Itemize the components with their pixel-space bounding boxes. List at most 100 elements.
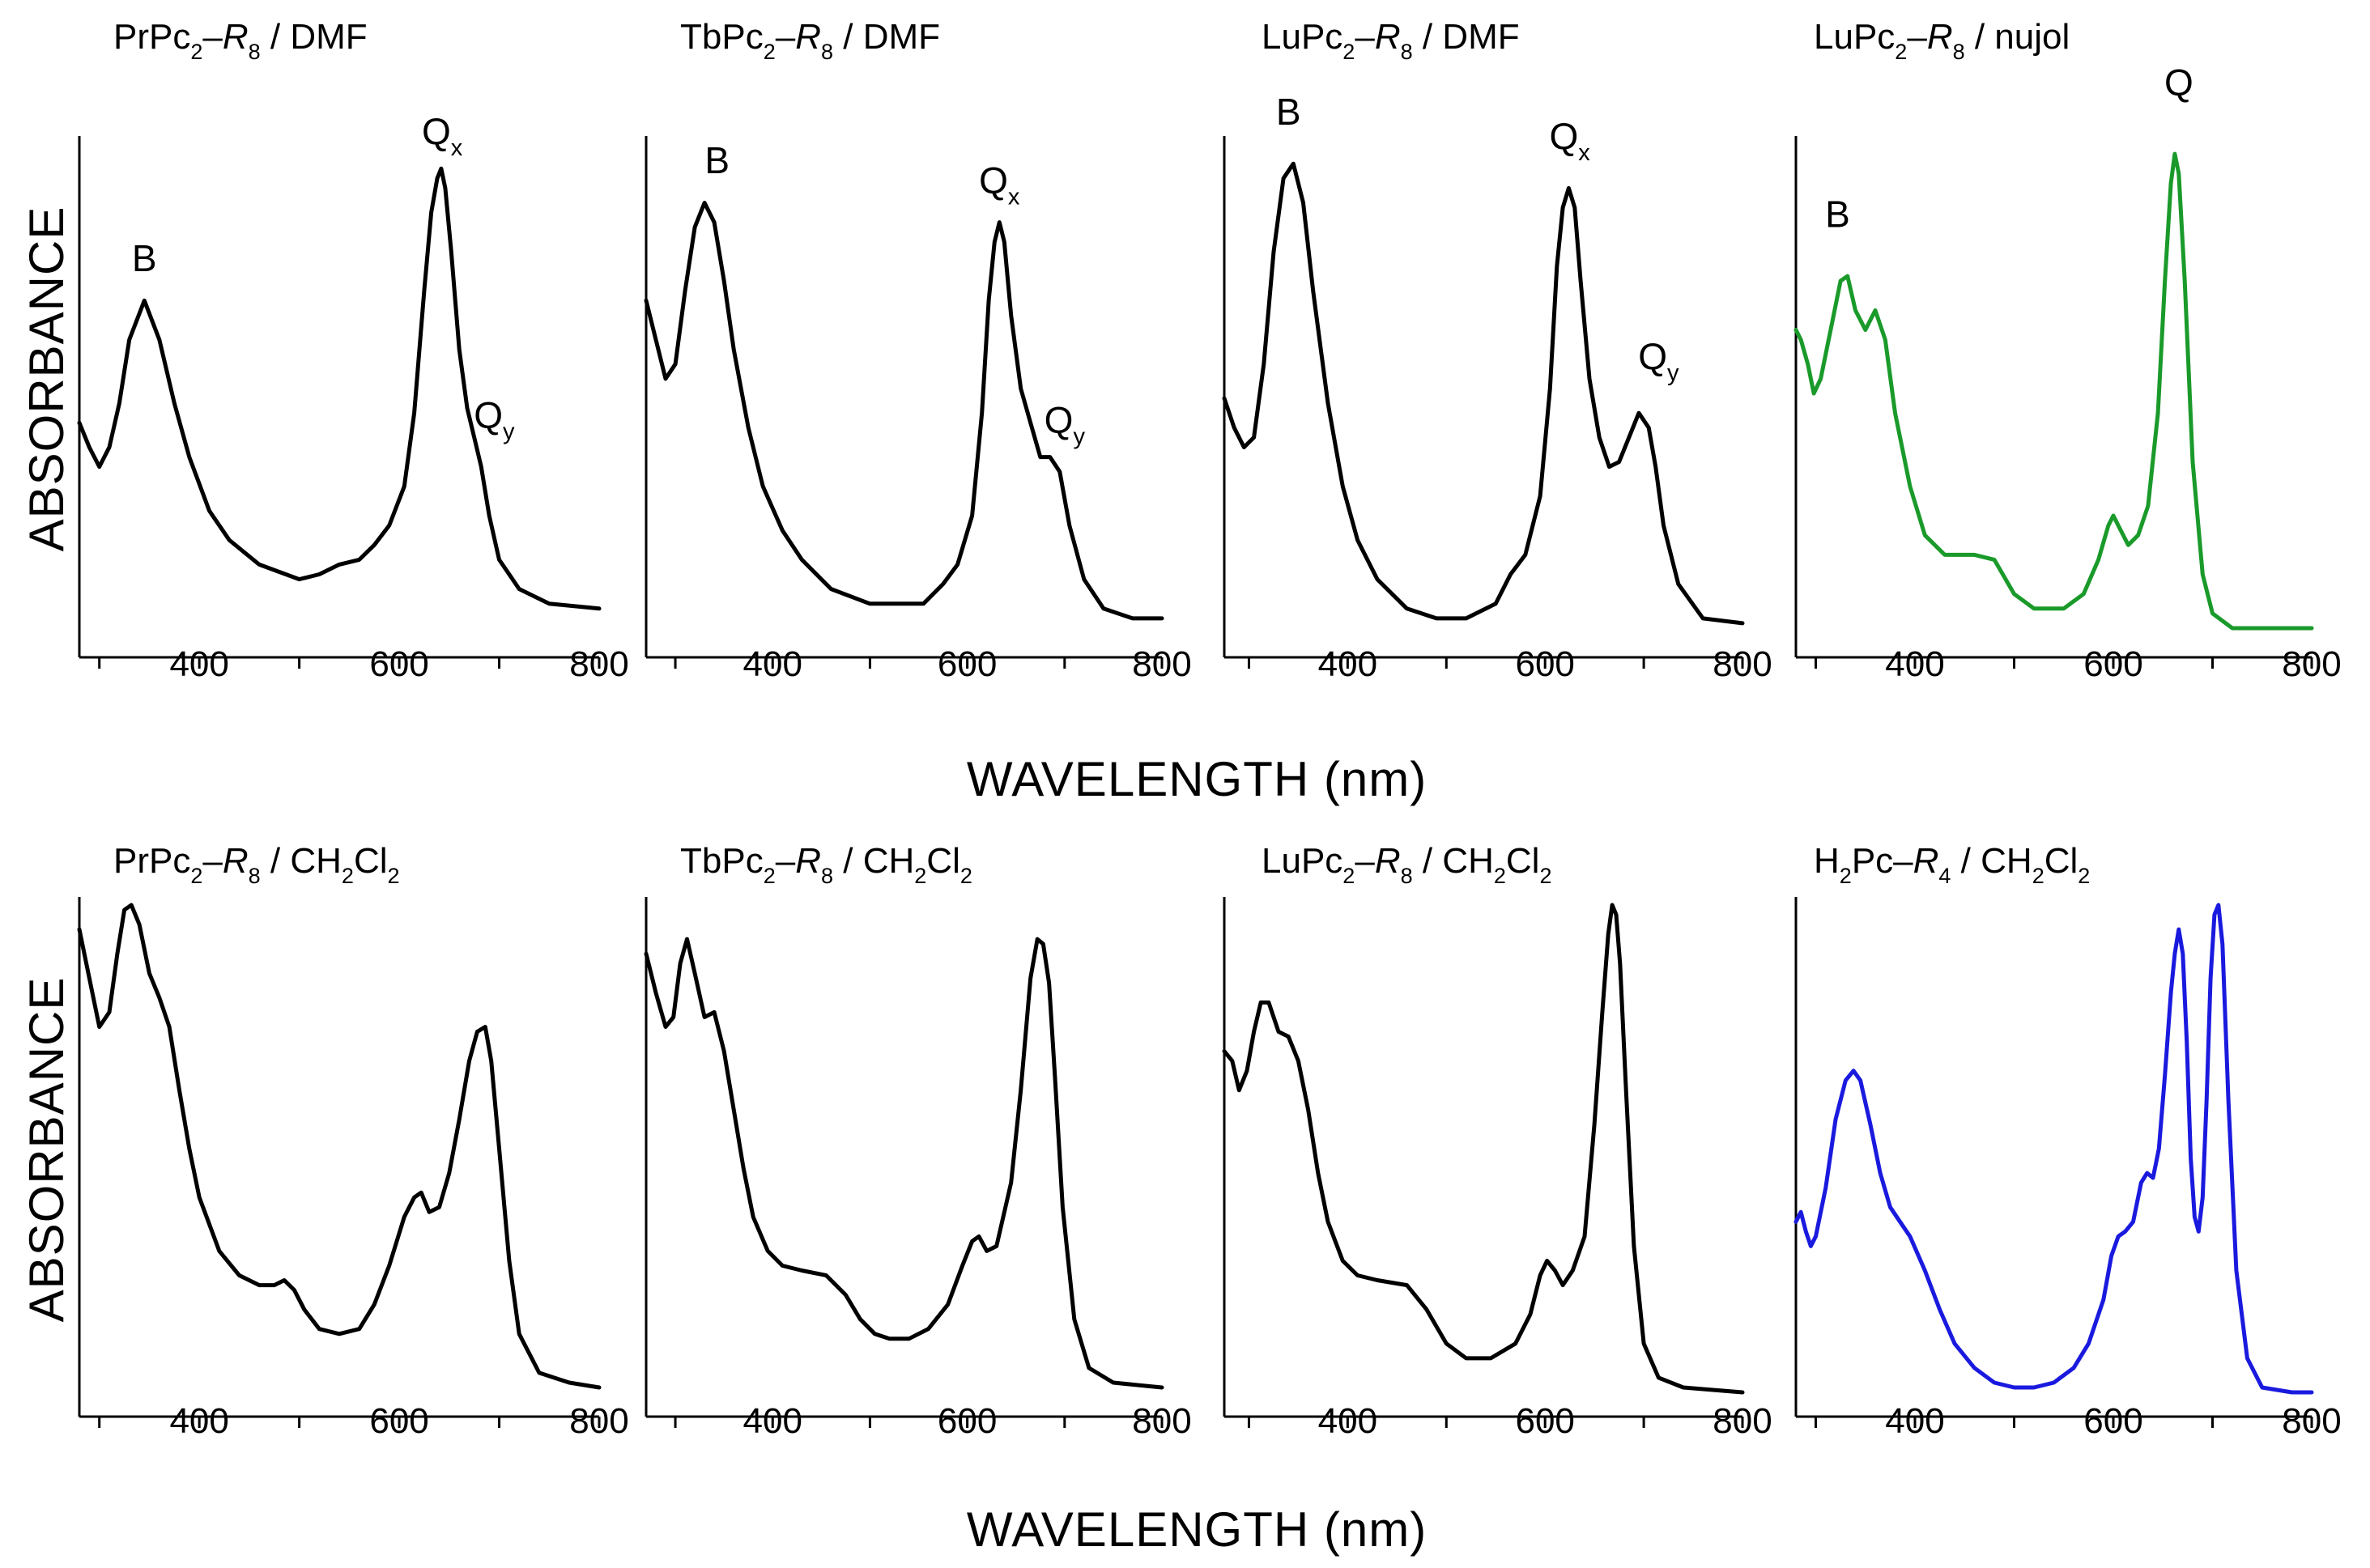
panel-3-title-part-5: / nujol — [1965, 17, 2070, 57]
panel-3-tick-label-800: 800 — [2282, 644, 2341, 684]
panel-0-peak-label-0-part-0: B — [132, 237, 157, 279]
panel-0-title-part-1: 2 — [190, 40, 202, 64]
panel-0-tick-label-600: 600 — [369, 644, 428, 684]
panel-7-title-part-3: R — [1913, 841, 1939, 881]
panel-1-tick-label-800: 800 — [1132, 644, 1191, 684]
panel-7-title-part-2: Pc– — [1852, 841, 1913, 881]
panel-3-tick-label-600: 600 — [2083, 644, 2142, 684]
panel-5-title-part-4: 8 — [821, 864, 833, 888]
panel-2-peak-label-1: Qx — [1550, 115, 1591, 166]
panel-0-peak-label-1: Qx — [422, 110, 463, 161]
panel-0-title-part-3: R — [223, 17, 249, 57]
panel-0-peak-label-1-part-0: Q — [422, 110, 451, 152]
panel-5-title: TbPc2–R8 / CH2Cl2 — [680, 841, 972, 888]
panel-4-title-part-8: 2 — [388, 864, 400, 888]
panel-1-title-part-1: 2 — [764, 40, 776, 64]
panel-6-title-part-0: LuPc — [1262, 841, 1342, 881]
panel-7-title-part-4: 4 — [1938, 864, 1951, 888]
panel-4-tick-label-600: 600 — [369, 1401, 428, 1441]
panel-0-title-part-4: 8 — [249, 40, 261, 64]
panel-6-title-part-2: – — [1355, 841, 1375, 881]
panel-1-title-part-4: 8 — [821, 40, 833, 64]
panel-4-title-part-2: – — [202, 841, 223, 881]
panel-0-title: PrPc2–R8 / DMF — [113, 17, 368, 64]
panel-4-title-part-3: R — [223, 841, 249, 881]
panel-0-peak-label-1-part-1: x — [451, 135, 463, 161]
panel-6-title-part-1: 2 — [1342, 864, 1355, 888]
panel-2-tick-label-800: 800 — [1713, 644, 1772, 684]
panel-2-title-part-5: / DMF — [1413, 17, 1520, 57]
panel-4-title-part-6: 2 — [342, 864, 354, 888]
panel-1-peak-label-1-part-1: x — [1008, 184, 1020, 210]
panel-4-tick-label-400: 400 — [169, 1401, 228, 1441]
panel-3-title-part-3: R — [1927, 17, 1953, 57]
panel-5-tick-label-400: 400 — [743, 1401, 802, 1441]
panel-5-title-part-8: 2 — [960, 864, 972, 888]
panel-7-title-part-7: Cl — [2044, 841, 2079, 881]
panel-7-tick-label-400: 400 — [1885, 1401, 1944, 1441]
panel-6-title-part-8: 2 — [1539, 864, 1551, 888]
panel-7-title-part-1: 2 — [1840, 864, 1852, 888]
panel-6-title-part-5: / CH — [1413, 841, 1494, 881]
panel-1-peak-label-2: Qy — [1045, 398, 1086, 449]
panel-4-tick-label-800: 800 — [569, 1401, 628, 1441]
panel-1-peak-label-0-part-0: B — [704, 139, 730, 181]
panel-7-tick-label-800: 800 — [2282, 1401, 2341, 1441]
panel-4-title: PrPc2–R8 / CH2Cl2 — [113, 841, 400, 888]
panel-3-title-part-2: – — [1907, 17, 1927, 57]
panel-0-title-part-2: – — [202, 17, 223, 57]
panel-2-title-part-1: 2 — [1342, 40, 1355, 64]
panel-0-spectrum-line — [77, 166, 602, 611]
panel-5-title-part-6: 2 — [914, 864, 926, 888]
panel-2-title: LuPc2–R8 / DMF — [1262, 17, 1520, 64]
panel-1-title-part-0: TbPc — [680, 17, 764, 57]
panel-3-peak-label-0: B — [1825, 193, 1850, 236]
panel-5-title-part-3: R — [795, 841, 821, 881]
panel-0-tick-label-400: 400 — [169, 644, 228, 684]
panel-6-spectrum-line — [1222, 903, 1745, 1395]
panel-6-tick-label-800: 800 — [1713, 1401, 1772, 1441]
panel-6-tick-label-400: 400 — [1318, 1401, 1377, 1441]
panel-1-spectrum-line — [644, 201, 1164, 621]
panel-1-peak-label-1: Qx — [979, 159, 1020, 210]
panel-0-title-part-5: / DMF — [261, 17, 368, 57]
x-axis-title-top: WAVELENGTH (nm) — [967, 752, 1427, 806]
panel-2-tick-label-600: 600 — [1515, 644, 1574, 684]
panel-2-title-part-4: 8 — [1401, 40, 1413, 64]
panel-3: LuPc2–R8 / nujol 400 600 800 B Q — [1793, 17, 2342, 684]
panel-7-title-part-5: / CH — [1951, 841, 2032, 881]
panel-6-title-part-3: R — [1375, 841, 1401, 881]
panel-7-title-part-6: 2 — [2032, 864, 2044, 888]
panel-1-title-part-2: – — [776, 17, 796, 57]
panel-2-peak-label-0-part-0: B — [1276, 91, 1301, 133]
panel-5-spectrum-line — [644, 937, 1164, 1390]
panel-7-title: H2Pc–R4 / CH2Cl2 — [1814, 841, 2090, 888]
panel-3-title-part-4: 8 — [1953, 40, 1965, 64]
panel-7-title-part-0: H — [1814, 841, 1840, 881]
panel-0-peak-label-0: B — [132, 237, 157, 279]
panel-3-peak-label-1: Q — [2164, 62, 2193, 104]
panel-3-title-part-0: LuPc — [1814, 17, 1895, 57]
panel-1-title-part-3: R — [795, 17, 821, 57]
panel-2-peak-label-2-part-1: y — [1667, 360, 1679, 386]
panel-2-title-part-0: LuPc — [1262, 17, 1342, 57]
panel-2-peak-label-1-part-1: x — [1578, 140, 1590, 166]
panel-2-peak-label-2: Qy — [1638, 335, 1679, 386]
panel-1-peak-label-0: B — [704, 139, 730, 181]
panel-5-title-part-7: Cl — [926, 841, 960, 881]
panel-3-spectrum-line — [1793, 151, 2314, 631]
panel-4-spectrum-line — [77, 903, 602, 1390]
panel-1-tick-label-400: 400 — [743, 644, 802, 684]
panel-2-peak-label-1-part-0: Q — [1550, 115, 1579, 157]
panel-6-title: LuPc2–R8 / CH2Cl2 — [1262, 841, 1551, 888]
panel-1-peak-label-2-part-0: Q — [1045, 398, 1074, 440]
y-axis-title-top: ABSORBANCE — [19, 206, 74, 552]
panel-1-title: TbPc2–R8 / DMF — [680, 17, 940, 64]
panel-3-title-part-1: 2 — [1895, 40, 1907, 64]
panel-7-tick-label-600: 600 — [2083, 1401, 2142, 1441]
panel-1-title-part-5: / DMF — [833, 17, 940, 57]
